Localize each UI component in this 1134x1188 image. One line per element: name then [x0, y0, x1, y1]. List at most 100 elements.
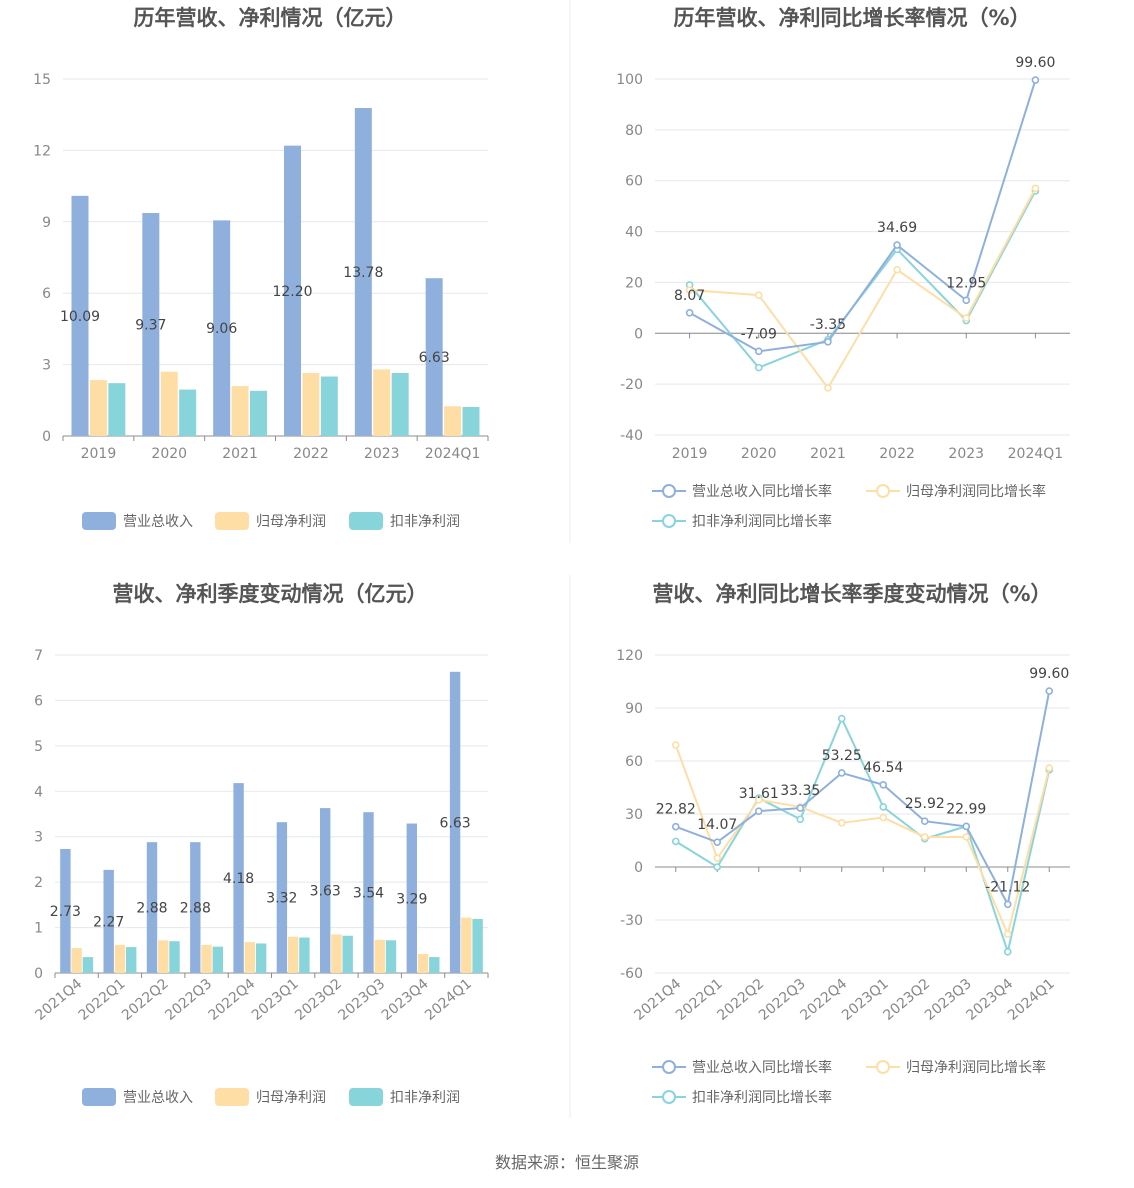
data-label: 22.99 — [946, 801, 986, 817]
bar-3 — [108, 383, 126, 436]
bar-3 — [462, 406, 480, 436]
y-tick-label: 9 — [42, 215, 51, 231]
x-tick-label: 2019 — [81, 446, 117, 462]
data-label: 13.78 — [343, 265, 383, 281]
series-point-1 — [671, 822, 680, 831]
series-point-3 — [754, 363, 763, 372]
data-label: 99.60 — [1029, 666, 1069, 682]
bar-1 — [425, 278, 443, 436]
data-label: 3.54 — [353, 886, 384, 902]
legend-marker-1 — [662, 1060, 676, 1074]
bar-3 — [342, 935, 353, 973]
legend-marker-3 — [662, 1090, 676, 1104]
series-point-2 — [824, 384, 832, 392]
legend-swatch-1 — [82, 512, 116, 530]
series-point-1 — [893, 241, 901, 249]
x-tick-label: 2022 — [293, 446, 329, 462]
y-tick-label: 30 — [625, 807, 643, 823]
bar-2 — [417, 953, 429, 973]
series-point-2 — [1003, 930, 1012, 938]
series-point-2 — [685, 286, 694, 294]
bar-1 — [146, 842, 158, 973]
x-tick-label: 2022 — [879, 446, 915, 462]
data-label: -3.35 — [810, 317, 846, 333]
data-label: 8.07 — [674, 288, 705, 304]
series-point-3 — [1003, 947, 1012, 956]
bar-3 — [126, 947, 137, 973]
y-tick-label: 12 — [33, 143, 51, 159]
bar-2 — [373, 369, 391, 436]
series-line-1 — [689, 79, 1037, 353]
y-tick-label: 3 — [42, 358, 51, 374]
series-point-2 — [893, 265, 901, 274]
data-label: -21.12 — [985, 879, 1030, 895]
series-point-2 — [671, 741, 680, 749]
legend-marker-2 — [876, 1060, 890, 1074]
data-label: 99.60 — [1015, 55, 1055, 71]
y-tick-label: 5 — [34, 739, 43, 755]
series-point-2 — [754, 291, 763, 299]
bar-3 — [169, 941, 180, 973]
data-label: 34.69 — [877, 220, 917, 236]
legend-swatch-3 — [349, 512, 383, 530]
series-point-2 — [754, 796, 763, 804]
x-tick-label: 2024Q1 — [425, 446, 481, 462]
bar-1 — [319, 808, 331, 973]
legend-label: 扣非净利润同比增长率 — [692, 513, 832, 530]
x-tick-label: 2019 — [672, 446, 708, 462]
legend-swatch-3 — [349, 1088, 383, 1106]
y-tick-label: 0 — [634, 860, 643, 876]
bar-3 — [250, 390, 267, 436]
series-point-1 — [962, 822, 971, 831]
series-line-2 — [689, 187, 1037, 390]
legend-label: 营业总收入同比增长率 — [692, 1059, 832, 1076]
data-label: 2.73 — [50, 904, 81, 920]
legend-label: 营业总收入 — [123, 514, 193, 530]
bar-2 — [244, 942, 256, 973]
series-point-3 — [837, 714, 846, 723]
y-tick-label: -20 — [620, 377, 643, 393]
bar-1 — [213, 220, 231, 436]
chart-title: 营收、净利季度变动情况（亿元） — [113, 582, 428, 606]
y-tick-label: 3 — [34, 830, 43, 846]
chart-4: 营收、净利同比增长率季度变动情况（%）-60-3003060901202021Q… — [616, 582, 1070, 1106]
series-point-2 — [1031, 184, 1040, 193]
x-tick-label: 2021 — [810, 446, 846, 462]
series-point-3 — [796, 815, 805, 824]
y-tick-label: -40 — [620, 428, 643, 444]
series-point-3 — [671, 837, 680, 846]
data-label: 9.37 — [135, 317, 166, 333]
data-source-note: 数据来源：恒生聚源 — [495, 1153, 639, 1172]
data-label: 2.27 — [93, 914, 124, 930]
x-tick-label: 2022Q1 — [76, 976, 129, 1024]
bar-1 — [449, 671, 461, 973]
x-tick-label: 2021 — [222, 446, 258, 462]
series-point-3 — [713, 863, 722, 871]
series-point-1 — [837, 769, 846, 777]
y-tick-label: 15 — [33, 72, 51, 88]
series-point-2 — [920, 833, 929, 841]
legend-label: 归母净利润 — [256, 1089, 326, 1106]
chart-title: 历年营收、净利同比增长率情况（%） — [673, 6, 1030, 30]
y-tick-label: 40 — [625, 225, 643, 241]
series-point-3 — [879, 803, 888, 811]
bar-2 — [302, 372, 320, 436]
x-tick-label: 2024Q1 — [422, 976, 475, 1024]
data-label: 4.18 — [223, 871, 254, 887]
legend-marker-1 — [662, 484, 676, 498]
series-point-1 — [1003, 900, 1012, 909]
series-point-2 — [879, 813, 888, 822]
y-tick-label: 90 — [625, 701, 643, 717]
bar-3 — [179, 389, 197, 436]
x-tick-label: 2022Q3 — [162, 976, 215, 1024]
data-label: 3.63 — [310, 884, 341, 900]
data-label: 2.88 — [180, 901, 211, 917]
y-tick-label: 60 — [625, 754, 643, 770]
series-point-2 — [962, 833, 971, 841]
data-label: 6.63 — [419, 350, 450, 366]
data-label: 3.32 — [266, 891, 297, 907]
data-label: 12.20 — [272, 284, 312, 300]
y-tick-label: 0 — [34, 966, 43, 982]
x-tick-label: 2020 — [151, 446, 187, 462]
